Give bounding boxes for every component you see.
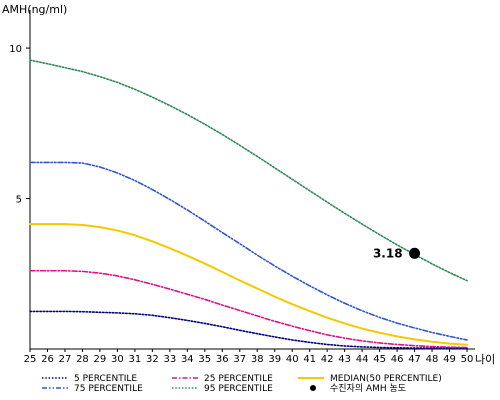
x-tick-label: 36 (216, 354, 229, 365)
x-tick-label: 27 (59, 354, 72, 365)
x-tick-label: 49 (443, 354, 456, 365)
series-line-25-percentile (29, 269, 468, 349)
legend-point-swatch (310, 385, 316, 391)
x-tick-label: 28 (76, 354, 89, 365)
x-tick-label: 42 (321, 354, 334, 365)
legend-entry-label: 75 PERCENTILE (74, 384, 143, 394)
x-tick-label: 40 (286, 354, 299, 365)
x-tick-label: 33 (163, 354, 176, 365)
y-tick-label: 10 (9, 44, 22, 55)
x-tick-label: 41 (303, 354, 316, 365)
series-line-median-50-percentile (29, 223, 468, 346)
x-tick-label: 34 (181, 354, 194, 365)
x-tick-label: 43 (338, 354, 351, 365)
legend: 5 PERCENTILE 25 PERCENTILE MEDIAN(50 PERCE… (42, 374, 442, 394)
x-tick-label: 38 (251, 354, 264, 365)
x-tick-label: 48 (426, 354, 439, 365)
x-tick-label: 29 (94, 354, 107, 365)
series-layer (29, 59, 468, 349)
legend-point-label: 수진자의 AMH 농도 (330, 383, 406, 394)
legend-entry-label: 5 PERCENTILE (74, 374, 137, 384)
x-tick-label: 26 (41, 354, 54, 365)
patient-amh-value-label: 3.18 (373, 246, 403, 260)
x-tick-label: 45 (373, 354, 386, 365)
x-tick-label: 35 (198, 354, 211, 365)
series-line-95-percentile (29, 59, 468, 282)
x-axis-label: 나이 (475, 353, 495, 366)
legend-entry-label: MEDIAN(50 PERCENTILE) (330, 374, 442, 384)
legend-entry-label: 95 PERCENTILE (204, 384, 273, 394)
patient-point-layer: 3.18 (373, 246, 421, 260)
x-tick-label: 46 (391, 354, 404, 365)
x-tick-label: 30 (111, 354, 124, 365)
axes: AMH(ng/ml) 나이 5 10 25 26 27 28 29 30 31 32 33 34 35 36 3… (2, 3, 495, 366)
x-tick-label: 39 (268, 354, 281, 365)
x-tick-label: 44 (356, 354, 369, 365)
x-tick-label: 31 (129, 354, 142, 365)
series-line-5-percentile (29, 310, 468, 349)
legend-entry-label: 25 PERCENTILE (204, 374, 273, 384)
y-tick-label: 5 (16, 195, 22, 206)
x-tick-label: 47 (408, 354, 421, 365)
x-tick-label: 32 (146, 354, 159, 365)
x-tick-label: 37 (233, 354, 246, 365)
patient-amh-point (409, 247, 421, 259)
x-tick-label: 25 (24, 354, 37, 365)
series-line-75-percentile (29, 161, 468, 341)
x-tick-label: 50 (461, 354, 474, 365)
y-axis-label: AMH(ng/ml) (2, 3, 67, 16)
